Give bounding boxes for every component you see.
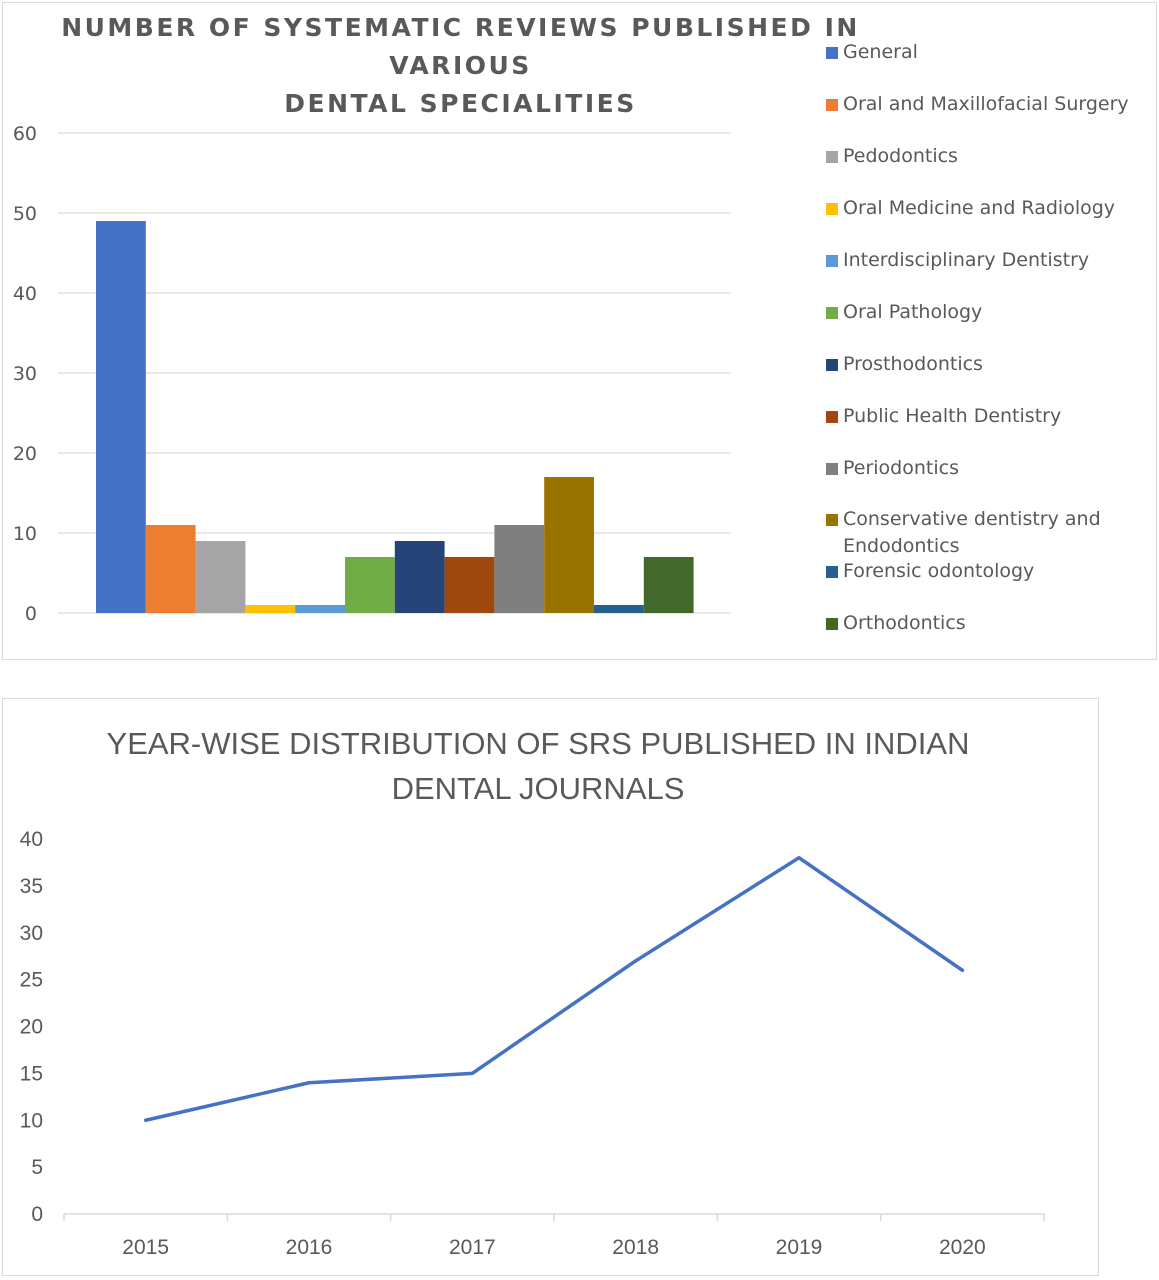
- data-point-2017: [470, 1071, 474, 1075]
- y-tick-label: 30: [13, 363, 37, 385]
- legend-swatch: [826, 47, 838, 59]
- y-tick-label: 25: [20, 969, 43, 992]
- chart-title: NUMBER OF SYSTEMATIC REVIEWS PUBLISHED I…: [3, 9, 918, 123]
- legend-swatch: [826, 203, 838, 215]
- series-line: [143, 856, 965, 1122]
- legend-label: Interdisciplinary Dentistry: [843, 249, 1090, 271]
- bar-oral-pathology: [345, 557, 395, 613]
- y-tick-label: 10: [13, 523, 37, 545]
- y-tick-label: 10: [20, 1109, 43, 1132]
- bar-orthodontics: [643, 557, 694, 613]
- legend-label: Periodontics: [843, 457, 959, 479]
- y-tick-label: 20: [13, 443, 37, 465]
- data-point-2015: [144, 1118, 148, 1122]
- legend-label: Oral Pathology: [843, 301, 983, 323]
- legend-label: Pedodontics: [843, 145, 958, 167]
- bar-pedodontics: [195, 541, 246, 613]
- bar-chart-plot: 0 10 20 30 40 50 60: [13, 123, 731, 625]
- chart-panel-yearwise: YEAR-WISE DISTRIBUTION OF SRS PUBLISHED …: [2, 698, 1099, 1276]
- y-tick-label: 30: [20, 922, 43, 945]
- legend-swatch: [826, 411, 838, 423]
- y-tick-label: 35: [20, 875, 43, 898]
- x-tick-label: 2017: [449, 1236, 496, 1259]
- chart-title-line-1: YEAR-WISE DISTRIBUTION OF SRS PUBLISHED …: [106, 726, 970, 761]
- legend-swatch: [826, 151, 838, 163]
- chart-legend: General Oral and Maxillofacial Surgery Ped…: [823, 3, 1158, 661]
- data-point-2016: [307, 1081, 311, 1085]
- legend-label: Oral Medicine and Radiology: [843, 197, 1116, 219]
- y-tick-label: 5: [31, 1156, 43, 1179]
- legend-swatch: [826, 359, 838, 371]
- bar-general: [96, 221, 146, 613]
- x-tick-label: 2020: [939, 1236, 986, 1259]
- legend-swatch: [826, 514, 838, 526]
- bar-conservative-dentistry-and-endodontics: [544, 477, 594, 613]
- x-tick-label: 2019: [776, 1236, 823, 1259]
- x-tick-label: 2018: [612, 1236, 659, 1259]
- bar-public-health-dentistry: [444, 557, 495, 613]
- y-tick-label: 40: [13, 283, 37, 305]
- legend-label: Orthodontics: [843, 612, 966, 634]
- bar-prosthodontics: [394, 541, 445, 613]
- bar-oral-medicine-and-radiology: [245, 605, 296, 613]
- legend-label: Prosthodontics: [843, 353, 983, 375]
- bar-forensic-odontology: [594, 605, 644, 613]
- bar-interdisciplinary-dentistry: [295, 605, 345, 613]
- legend-swatch: [826, 463, 838, 475]
- legend-label: General: [843, 41, 918, 63]
- legend-label: Forensic odontology: [843, 560, 1035, 582]
- legend-swatch: [826, 618, 838, 630]
- legend-swatch: [826, 566, 838, 578]
- data-point-2019: [797, 856, 801, 860]
- legend-label: Public Health Dentistry: [843, 405, 1062, 427]
- legend-swatch: [826, 307, 838, 319]
- line-chart-plot: 0 5 10 15 20 25 30 35 40 2015 2016 2017 2018 2019 2020: [20, 828, 1045, 1259]
- y-tick-label: 50: [13, 203, 37, 225]
- y-tick-label: 0: [25, 603, 37, 625]
- bar-periodontics: [494, 525, 545, 613]
- x-tick-label: 2016: [286, 1236, 333, 1259]
- y-tick-label: 20: [20, 1016, 43, 1039]
- chart-panel-specialities: NUMBER OF SYSTEMATIC REVIEWS PUBLISHED I…: [2, 2, 1157, 660]
- y-tick-label: 15: [20, 1062, 43, 1085]
- y-tick-label: 60: [13, 123, 37, 145]
- y-tick-label: 0: [31, 1203, 43, 1226]
- data-point-2018: [634, 959, 638, 963]
- x-tick-label: 2015: [122, 1236, 169, 1259]
- bar-oral-and-maxillofacial-surgery: [145, 525, 196, 613]
- legend-label: Oral and Maxillofacial Surgery: [843, 93, 1129, 115]
- chart-title: YEAR-WISE DISTRIBUTION OF SRS PUBLISHED …: [3, 721, 1073, 811]
- data-point-2020: [960, 968, 964, 972]
- chart-title-line-1: NUMBER OF SYSTEMATIC REVIEWS PUBLISHED I…: [61, 13, 860, 80]
- chart-title-line-2: DENTAL SPECIALITIES: [284, 89, 637, 118]
- y-tick-label: 40: [20, 828, 43, 851]
- chart-title-line-2: DENTAL JOURNALS: [391, 771, 685, 806]
- legend-swatch: [826, 255, 838, 267]
- legend-swatch: [826, 99, 838, 111]
- legend-label: Conservative dentistry and Endodontics: [843, 508, 1101, 557]
